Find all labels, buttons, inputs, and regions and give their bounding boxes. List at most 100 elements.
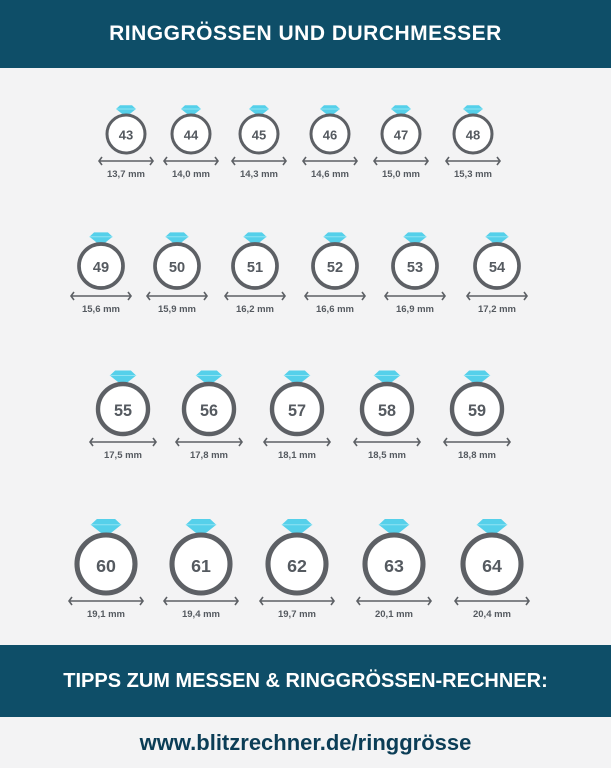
ring-size-label: 63 — [384, 556, 404, 576]
ring-item: 59 18,8 mm — [443, 370, 511, 461]
gem-icon — [109, 370, 137, 386]
gem-icon — [281, 519, 313, 537]
ring-size-label: 50 — [169, 260, 185, 276]
ring-size-label: 55 — [114, 402, 132, 420]
diameter-label: 17,5 mm — [104, 450, 142, 461]
ring-item: 60 19,1 mm — [68, 519, 144, 620]
gem-icon — [463, 105, 483, 117]
ring-icon — [362, 532, 426, 596]
ring-item: 48 15,3 mm — [445, 105, 501, 180]
gem-icon — [476, 519, 508, 537]
diameter-label: 18,5 mm — [368, 450, 406, 461]
diameter-bracket — [263, 437, 331, 447]
ring-item: 54 17,2 mm — [466, 232, 528, 315]
ring-icon — [105, 113, 147, 155]
diameter-bracket — [259, 596, 335, 606]
ring-icon — [311, 242, 359, 290]
ring-size-label: 62 — [287, 556, 307, 576]
gem-icon — [373, 370, 401, 386]
diameter-label: 14,0 mm — [172, 169, 210, 180]
ring-icon — [153, 242, 201, 290]
ring-size-label: 48 — [466, 127, 480, 142]
diameter-bracket — [70, 291, 132, 301]
diameter-bracket — [146, 291, 208, 301]
gem-icon — [485, 232, 509, 246]
ring-icon — [460, 532, 524, 596]
ring-icon — [309, 113, 351, 155]
diameter-bracket — [175, 437, 243, 447]
ring-size-label: 53 — [407, 260, 423, 276]
ring-size-label: 49 — [93, 260, 109, 276]
gem-icon — [89, 232, 113, 246]
page-title: RINGGRÖSSEN UND DURCHMESSER — [109, 22, 502, 45]
gem-icon — [249, 105, 269, 117]
ring-size-label: 54 — [489, 260, 506, 276]
gem-icon — [378, 519, 410, 537]
ring-item: 55 17,5 mm — [89, 370, 157, 461]
ring-size-chart: 43 13,7 mm 44 14,0 mm 45 14,3 mm 46 14,6 mm 47 15… — [68, 105, 530, 620]
ring-item: 47 15,0 mm — [373, 105, 429, 180]
diameter-bracket — [98, 156, 154, 166]
diameter-bracket — [163, 156, 219, 166]
diameter-label: 14,3 mm — [240, 169, 278, 180]
diameter-bracket — [304, 291, 366, 301]
ring-size-label: 60 — [96, 556, 116, 576]
diameter-label: 15,0 mm — [382, 169, 420, 180]
ring-size-label: 59 — [468, 402, 486, 420]
ring-size-label: 61 — [191, 556, 211, 576]
gem-icon — [283, 370, 311, 386]
diameter-label: 19,7 mm — [278, 609, 316, 620]
diameter-label: 16,2 mm — [236, 304, 274, 315]
gem-icon — [243, 232, 267, 246]
tips-heading: TIPPS ZUM MESSEN & RINGGRÖSSEN-RECHNER: — [63, 669, 548, 692]
ring-size-label: 58 — [378, 402, 396, 420]
ring-item: 53 16,9 mm — [384, 232, 446, 315]
diameter-label: 19,1 mm — [87, 609, 125, 620]
gem-icon — [195, 370, 223, 386]
ring-icon — [452, 113, 494, 155]
ring-item: 52 16,6 mm — [304, 232, 366, 315]
ring-item: 61 19,4 mm — [163, 519, 239, 620]
diameter-label: 18,8 mm — [458, 450, 496, 461]
ring-icon — [95, 381, 151, 437]
diameter-bracket — [443, 437, 511, 447]
ring-item: 49 15,6 mm — [70, 232, 132, 315]
gem-icon — [391, 105, 411, 117]
gem-icon — [320, 105, 340, 117]
diameter-label: 13,7 mm — [107, 169, 145, 180]
ring-icon — [473, 242, 521, 290]
gem-icon — [90, 519, 122, 537]
title-banner: RINGGRÖSSEN UND DURCHMESSER — [0, 0, 611, 68]
diameter-label: 19,4 mm — [182, 609, 220, 620]
url-bar: www.blitzrechner.de/ringgrösse — [0, 717, 611, 768]
diameter-label: 20,1 mm — [375, 609, 413, 620]
ring-icon — [380, 113, 422, 155]
ring-icon — [269, 381, 325, 437]
diameter-bracket — [466, 291, 528, 301]
ring-icon — [74, 532, 138, 596]
ring-size-label: 46 — [323, 127, 337, 142]
ring-size-label: 56 — [200, 402, 218, 420]
ring-size-label: 43 — [119, 127, 133, 142]
ring-item: 51 16,2 mm — [224, 232, 286, 315]
diameter-label: 18,1 mm — [278, 450, 316, 461]
diameter-label: 15,3 mm — [454, 169, 492, 180]
ring-icon — [449, 381, 505, 437]
diameter-bracket — [231, 156, 287, 166]
diameter-bracket — [302, 156, 358, 166]
gem-icon — [181, 105, 201, 117]
diameter-bracket — [89, 437, 157, 447]
gem-icon — [165, 232, 189, 246]
diameter-label: 17,8 mm — [190, 450, 228, 461]
diameter-bracket — [445, 156, 501, 166]
ring-item: 63 20,1 mm — [356, 519, 432, 620]
diameter-label: 16,9 mm — [396, 304, 434, 315]
diameter-bracket — [454, 596, 530, 606]
ring-icon — [359, 381, 415, 437]
gem-icon — [403, 232, 427, 246]
ring-size-label: 44 — [184, 127, 199, 142]
ring-item: 57 18,1 mm — [263, 370, 331, 461]
calculator-link[interactable]: www.blitzrechner.de/ringgrösse — [139, 729, 472, 755]
diameter-bracket — [224, 291, 286, 301]
diameter-label: 14,6 mm — [311, 169, 349, 180]
